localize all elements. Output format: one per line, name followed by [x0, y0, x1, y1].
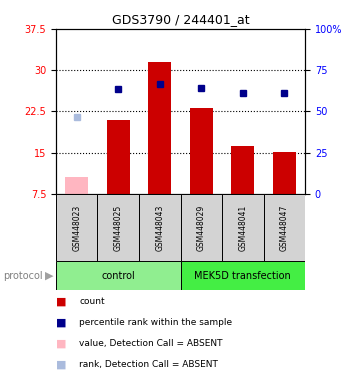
Text: GSM448041: GSM448041 [238, 204, 247, 251]
Text: ■: ■ [56, 339, 66, 349]
Text: rank, Detection Call = ABSENT: rank, Detection Call = ABSENT [79, 360, 218, 369]
Text: count: count [79, 297, 105, 306]
Bar [222, 194, 264, 261]
Bar [107, 120, 130, 194]
Text: ■: ■ [56, 318, 66, 328]
Text: percentile rank within the sample: percentile rank within the sample [79, 318, 232, 327]
Text: ■: ■ [56, 296, 66, 306]
Text: GSM448043: GSM448043 [155, 204, 164, 251]
Text: GSM448047: GSM448047 [280, 204, 289, 251]
Bar [65, 177, 88, 194]
Bar [273, 152, 296, 194]
Bar [264, 194, 305, 261]
Text: GSM448023: GSM448023 [72, 204, 81, 251]
Bar [190, 108, 213, 194]
Bar [139, 194, 180, 261]
Text: protocol: protocol [4, 270, 43, 281]
Bar [56, 261, 180, 290]
Bar [231, 146, 254, 194]
Text: control: control [101, 270, 135, 281]
Text: MEK5D transfection: MEK5D transfection [194, 270, 291, 281]
Bar [56, 194, 97, 261]
Bar [180, 194, 222, 261]
Text: ▶: ▶ [44, 270, 53, 281]
Text: ■: ■ [56, 360, 66, 370]
Bar [180, 261, 305, 290]
Text: GSM448025: GSM448025 [114, 204, 123, 251]
Text: value, Detection Call = ABSENT: value, Detection Call = ABSENT [79, 339, 223, 348]
Bar [97, 194, 139, 261]
Text: GDS3790 / 244401_at: GDS3790 / 244401_at [112, 13, 249, 26]
Text: GSM448029: GSM448029 [197, 204, 206, 251]
Bar [148, 62, 171, 194]
